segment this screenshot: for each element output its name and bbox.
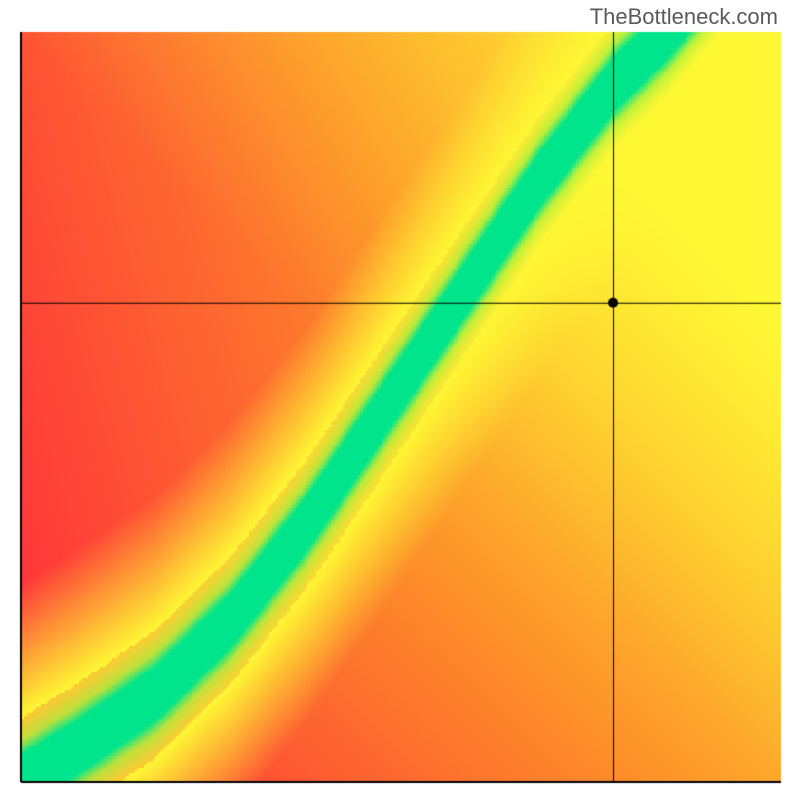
bottleneck-heatmap — [0, 0, 800, 800]
watermark-text: TheBottleneck.com — [590, 4, 778, 30]
chart-container: TheBottleneck.com — [0, 0, 800, 800]
